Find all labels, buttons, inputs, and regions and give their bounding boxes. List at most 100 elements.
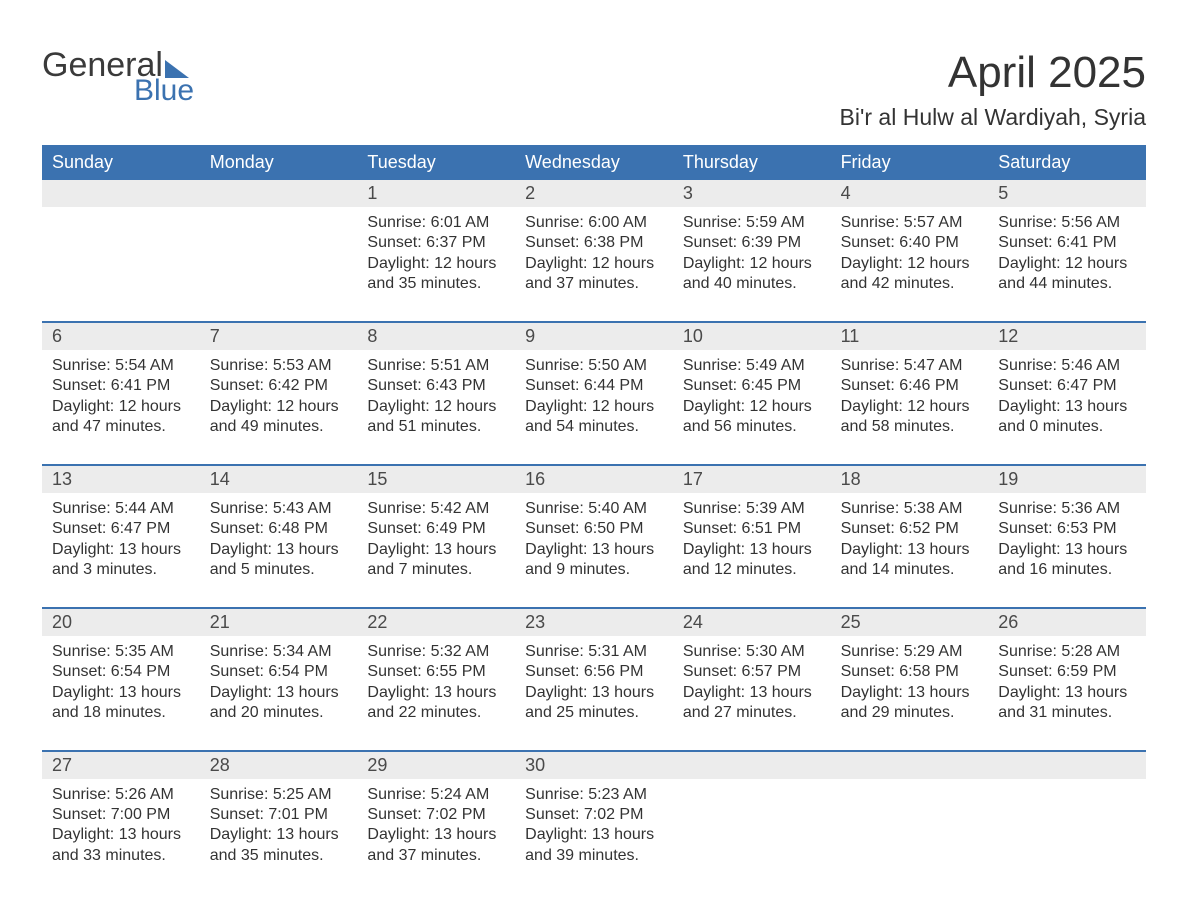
weekday-tuesday: Tuesday: [357, 145, 515, 180]
sunset-text: Sunset: 7:01 PM: [210, 805, 348, 825]
sunrise-text: Sunrise: 5:54 AM: [52, 356, 190, 376]
day-number: 4: [831, 180, 989, 207]
day-number: 21: [200, 609, 358, 636]
brand-word-blue: Blue: [134, 76, 194, 106]
day-number: 7: [200, 323, 358, 350]
day-cell: Sunrise: 5:47 AMSunset: 6:46 PMDaylight:…: [831, 350, 989, 464]
day-cell: Sunrise: 5:59 AM Sunset: 6:39 PM Dayligh…: [673, 207, 831, 321]
sunset-text: Sunset: 6:52 PM: [841, 519, 979, 539]
sunrise-text: Sunrise: 5:44 AM: [52, 499, 190, 519]
brand-triangle-icon: [165, 60, 189, 78]
daylight-text: Daylight: 13 hours and 27 minutes.: [683, 683, 821, 724]
sunset-text: Sunset: 6:45 PM: [683, 376, 821, 396]
sunrise-text: Sunrise: 5:28 AM: [998, 642, 1136, 662]
day-cell: Sunrise: 5:42 AMSunset: 6:49 PMDaylight:…: [357, 493, 515, 607]
daynum-row: 20 21 22 23 24 25 26: [42, 607, 1146, 636]
daylight-text: Daylight: 12 hours and 44 minutes.: [998, 254, 1136, 295]
sunset-text: Sunset: 6:41 PM: [998, 233, 1136, 253]
week-row: Sunrise: 5:35 AMSunset: 6:54 PMDaylight:…: [42, 636, 1146, 750]
sunrise-text: Sunrise: 5:47 AM: [841, 356, 979, 376]
day-number: 28: [200, 752, 358, 779]
weekday-wednesday: Wednesday: [515, 145, 673, 180]
sunset-text: Sunset: 6:56 PM: [525, 662, 663, 682]
day-number: 23: [515, 609, 673, 636]
day-cell: Sunrise: 5:26 AMSunset: 7:00 PMDaylight:…: [42, 779, 200, 893]
day-number: 19: [988, 466, 1146, 493]
week-row: Sunrise: 5:26 AMSunset: 7:00 PMDaylight:…: [42, 779, 1146, 893]
day-number: 8: [357, 323, 515, 350]
sunrise-text: Sunrise: 5:26 AM: [52, 785, 190, 805]
day-cell: Sunrise: 6:01 AM Sunset: 6:37 PM Dayligh…: [357, 207, 515, 321]
day-cell: Sunrise: 5:38 AMSunset: 6:52 PMDaylight:…: [831, 493, 989, 607]
sunrise-text: Sunrise: 5:42 AM: [367, 499, 505, 519]
daylight-text: Daylight: 13 hours and 7 minutes.: [367, 540, 505, 581]
day-number: 2: [515, 180, 673, 207]
day-cell: Sunrise: 5:36 AMSunset: 6:53 PMDaylight:…: [988, 493, 1146, 607]
daylight-text: Daylight: 13 hours and 12 minutes.: [683, 540, 821, 581]
sunset-text: Sunset: 6:55 PM: [367, 662, 505, 682]
daynum-row: 27 28 29 30: [42, 750, 1146, 779]
day-cell: Sunrise: 5:46 AMSunset: 6:47 PMDaylight:…: [988, 350, 1146, 464]
sunrise-text: Sunrise: 5:34 AM: [210, 642, 348, 662]
day-number: 10: [673, 323, 831, 350]
title-block: April 2025 Bi'r al Hulw al Wardiyah, Syr…: [840, 48, 1146, 131]
weekday-saturday: Saturday: [988, 145, 1146, 180]
daylight-text: Daylight: 12 hours and 58 minutes.: [841, 397, 979, 438]
sunrise-text: Sunrise: 5:36 AM: [998, 499, 1136, 519]
daynum-row: 1 2 3 4 5: [42, 180, 1146, 207]
daylight-text: Daylight: 13 hours and 37 minutes.: [367, 825, 505, 866]
day-cell: Sunrise: 5:24 AMSunset: 7:02 PMDaylight:…: [357, 779, 515, 893]
daylight-text: Daylight: 13 hours and 3 minutes.: [52, 540, 190, 581]
daylight-text: Daylight: 13 hours and 9 minutes.: [525, 540, 663, 581]
day-number: [831, 752, 989, 779]
day-number: 25: [831, 609, 989, 636]
day-cell: [831, 779, 989, 893]
day-number: 20: [42, 609, 200, 636]
day-number: [42, 180, 200, 207]
day-number: 11: [831, 323, 989, 350]
daylight-text: Daylight: 12 hours and 54 minutes.: [525, 397, 663, 438]
day-number: 1: [357, 180, 515, 207]
sunrise-text: Sunrise: 5:24 AM: [367, 785, 505, 805]
day-number: 15: [357, 466, 515, 493]
sunset-text: Sunset: 6:48 PM: [210, 519, 348, 539]
sunrise-text: Sunrise: 5:23 AM: [525, 785, 663, 805]
sunset-text: Sunset: 6:39 PM: [683, 233, 821, 253]
month-title: April 2025: [840, 48, 1146, 98]
day-number: 9: [515, 323, 673, 350]
week-row: Sunrise: 6:01 AM Sunset: 6:37 PM Dayligh…: [42, 207, 1146, 321]
weekday-header-row: Sunday Monday Tuesday Wednesday Thursday…: [42, 145, 1146, 180]
sunset-text: Sunset: 7:02 PM: [525, 805, 663, 825]
daylight-text: Daylight: 13 hours and 33 minutes.: [52, 825, 190, 866]
day-number: 22: [357, 609, 515, 636]
weekday-sunday: Sunday: [42, 145, 200, 180]
day-cell: Sunrise: 5:51 AMSunset: 6:43 PMDaylight:…: [357, 350, 515, 464]
sunrise-text: Sunrise: 5:30 AM: [683, 642, 821, 662]
day-cell: Sunrise: 5:50 AMSunset: 6:44 PMDaylight:…: [515, 350, 673, 464]
sunset-text: Sunset: 6:47 PM: [52, 519, 190, 539]
daylight-text: Daylight: 13 hours and 31 minutes.: [998, 683, 1136, 724]
daylight-text: Daylight: 13 hours and 0 minutes.: [998, 397, 1136, 438]
day-cell: Sunrise: 5:39 AMSunset: 6:51 PMDaylight:…: [673, 493, 831, 607]
daynum-row: 13 14 15 16 17 18 19: [42, 464, 1146, 493]
day-cell: [200, 207, 358, 321]
day-cell: [42, 207, 200, 321]
sunrise-text: Sunrise: 5:57 AM: [841, 213, 979, 233]
sunrise-text: Sunrise: 5:51 AM: [367, 356, 505, 376]
daylight-text: Daylight: 13 hours and 20 minutes.: [210, 683, 348, 724]
daylight-text: Daylight: 13 hours and 5 minutes.: [210, 540, 348, 581]
day-cell: Sunrise: 5:44 AMSunset: 6:47 PMDaylight:…: [42, 493, 200, 607]
daylight-text: Daylight: 13 hours and 29 minutes.: [841, 683, 979, 724]
day-number: 18: [831, 466, 989, 493]
day-number: 6: [42, 323, 200, 350]
sunset-text: Sunset: 6:38 PM: [525, 233, 663, 253]
sunset-text: Sunset: 6:54 PM: [52, 662, 190, 682]
day-number: [200, 180, 358, 207]
sunset-text: Sunset: 6:54 PM: [210, 662, 348, 682]
sunrise-text: Sunrise: 5:46 AM: [998, 356, 1136, 376]
day-cell: [988, 779, 1146, 893]
day-cell: [673, 779, 831, 893]
day-number: 24: [673, 609, 831, 636]
day-cell: Sunrise: 5:43 AMSunset: 6:48 PMDaylight:…: [200, 493, 358, 607]
daylight-text: Daylight: 13 hours and 16 minutes.: [998, 540, 1136, 581]
